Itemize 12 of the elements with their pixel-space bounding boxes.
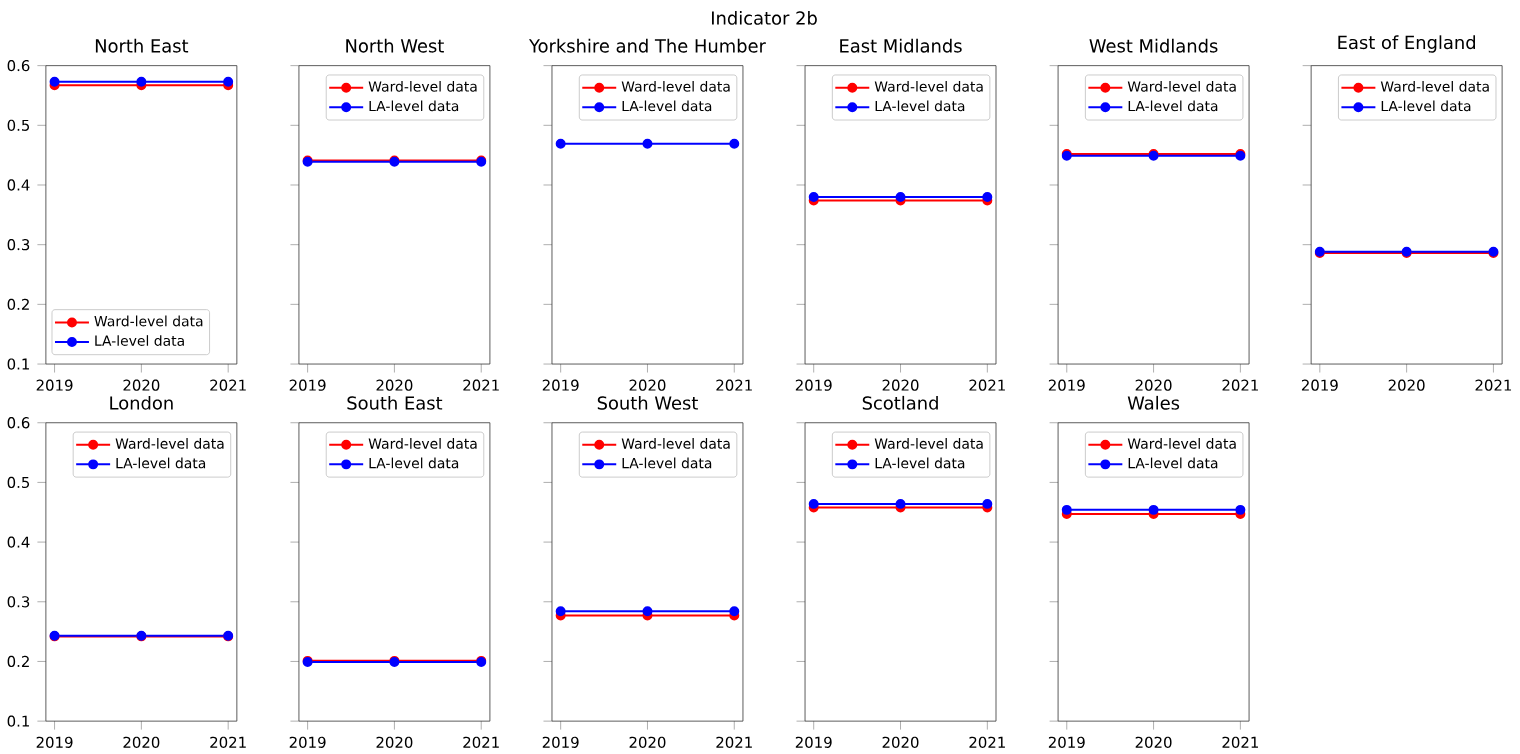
chart-title: East of England: [1338, 35, 1475, 53]
chart-title: Yorkshire and The Humber: [528, 38, 766, 53]
text: Indicator 2b: [712, 10, 817, 25]
chart-title: West Midlands: [1089, 38, 1218, 53]
chart-title: North West: [346, 38, 444, 53]
chart-title: South East: [347, 395, 443, 410]
chart-title: Wales: [1127, 395, 1180, 410]
chart-title: London: [110, 395, 173, 410]
chart-title: North East: [95, 38, 189, 53]
chart-title: South West: [597, 395, 698, 410]
chart-title: East Midlands: [840, 38, 962, 53]
chart-title: Scotland: [862, 395, 938, 410]
